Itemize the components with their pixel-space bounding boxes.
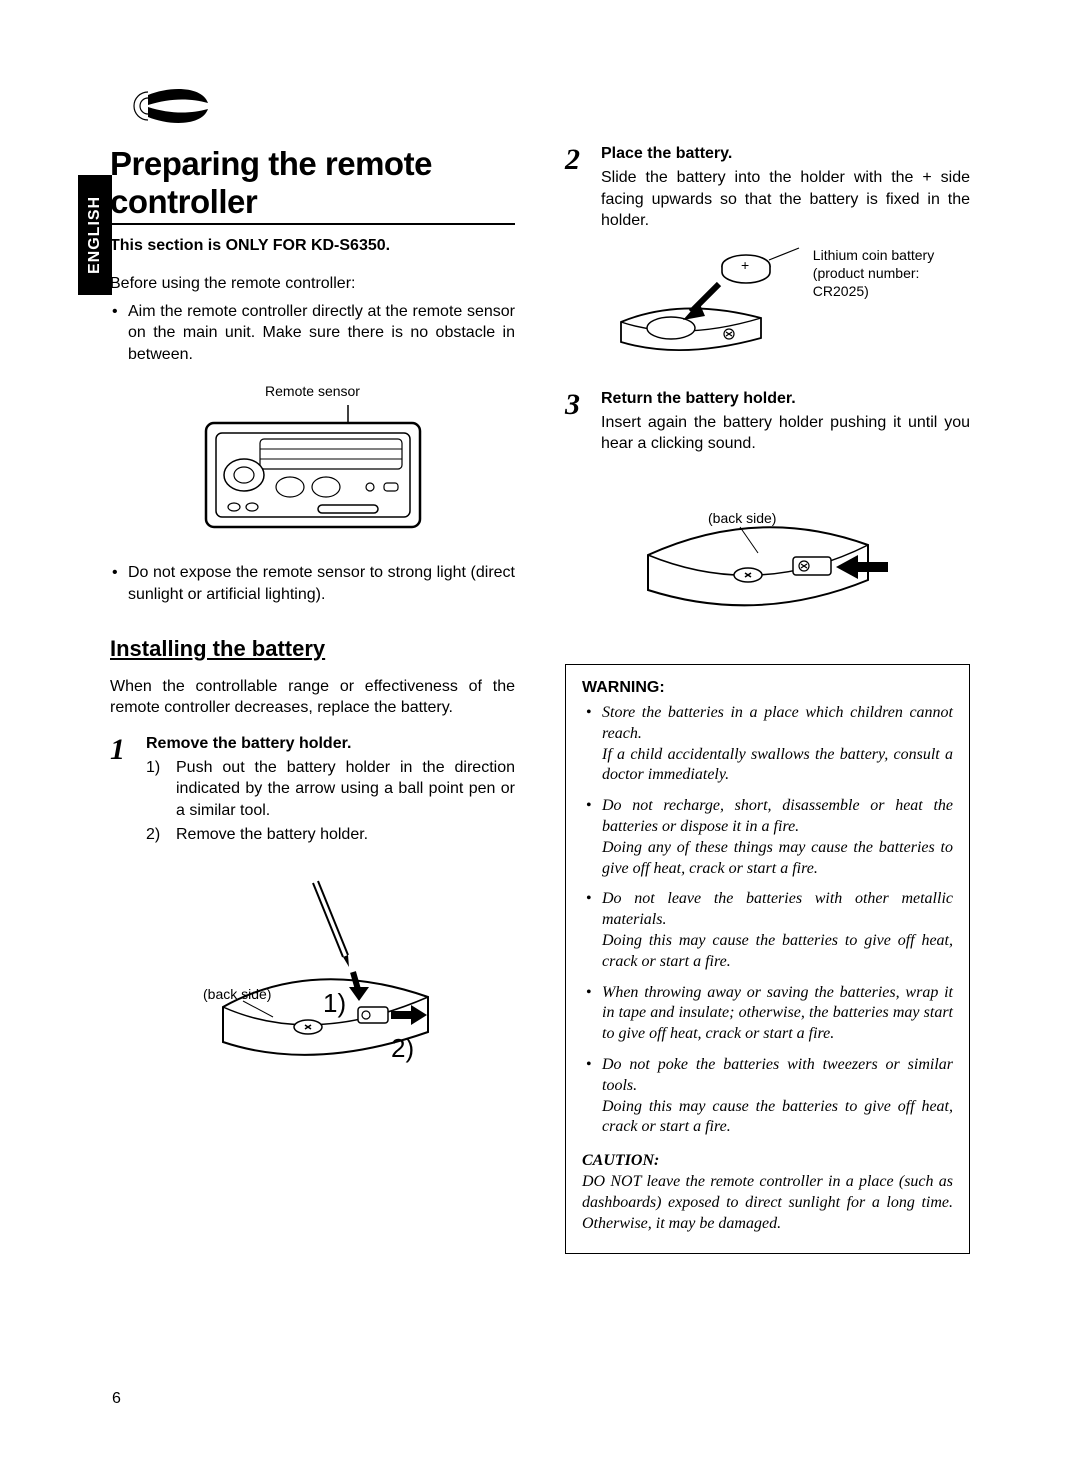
remove-holder-illustration-icon: (back side) 1) 2) — [163, 877, 463, 1087]
battery-note-1: Lithium coin battery — [813, 246, 934, 264]
figure-step1: (back side) 1) 2) — [110, 877, 515, 1092]
step-1-title: Remove the battery holder. — [146, 735, 515, 753]
battery-note-2: (product number: — [813, 264, 934, 282]
step-3: 3 Return the battery holder. Insert agai… — [565, 390, 970, 455]
step-2-title: Place the battery. — [601, 145, 970, 163]
page-number: 6 — [112, 1390, 121, 1408]
step-2: 2 Place the battery. Slide the battery i… — [565, 145, 970, 232]
back-side-label-1: (back side) — [203, 986, 271, 1002]
bullet-aim: Aim the remote controller directly at th… — [110, 301, 515, 366]
caution-title: CAUTION: — [582, 1152, 953, 1170]
step-3-title: Return the battery holder. — [601, 390, 970, 408]
before-intro: Before using the remote controller: — [110, 273, 515, 295]
main-title: Preparing the remote controller — [110, 145, 515, 225]
main-unit-illustration-icon — [198, 405, 428, 535]
battery-note-3: CR2025) — [813, 282, 934, 300]
warning-title: WARNING: — [582, 679, 953, 697]
step-1-number: 1 — [110, 735, 136, 765]
return-holder-illustration-icon: (back side) — [618, 475, 918, 635]
language-tab: ENGLISH — [78, 175, 112, 295]
warning-item-3: Do not leave the batteries with other me… — [582, 889, 953, 972]
step-2-text: Slide the battery into the holder with t… — [601, 167, 970, 232]
svg-text:+: + — [741, 257, 749, 273]
svg-text:(back side): (back side) — [708, 510, 776, 526]
warning-item-1: Store the batteries in a place which chi… — [582, 703, 953, 786]
figure-step2: + Lithium coin battery (product number: … — [565, 242, 970, 372]
model-note: This section is ONLY FOR KD-S6350. — [110, 237, 515, 255]
installing-heading: Installing the battery — [110, 636, 515, 662]
installing-para: When the controllable range or effective… — [110, 676, 515, 719]
step-1-sub-2: Remove the battery holder. — [170, 824, 515, 846]
step-1-sub-1: Push out the battery holder in the direc… — [170, 757, 515, 822]
svg-text:1): 1) — [323, 988, 346, 1018]
figure-step3: (back side) — [565, 475, 970, 640]
right-column: 2 Place the battery. Slide the battery i… — [555, 145, 970, 1254]
left-column: Preparing the remote controller This sec… — [110, 145, 525, 1254]
figure-main-unit: Remote sensor — [110, 383, 515, 540]
warning-item-5: Do not poke the batteries with tweezers … — [582, 1055, 953, 1138]
step-2-number: 2 — [565, 145, 591, 175]
step-1: 1 Remove the battery holder. Push out th… — [110, 735, 515, 847]
caution-text: DO NOT leave the remote controller in a … — [582, 1172, 953, 1234]
warning-box: WARNING: Store the batteries in a place … — [565, 664, 970, 1254]
logo-swoosh-icon — [130, 88, 210, 124]
step-3-number: 3 — [565, 390, 591, 420]
bullet-light: Do not expose the remote sensor to stron… — [110, 562, 515, 605]
step-3-text: Insert again the battery holder pushing … — [601, 412, 970, 455]
remote-sensor-label: Remote sensor — [110, 383, 515, 399]
warning-item-2: Do not recharge, short, disassemble or h… — [582, 796, 953, 879]
place-battery-illustration-icon: + — [601, 242, 801, 372]
warning-item-4: When throwing away or saving the batteri… — [582, 983, 953, 1045]
svg-text:2): 2) — [391, 1033, 414, 1063]
